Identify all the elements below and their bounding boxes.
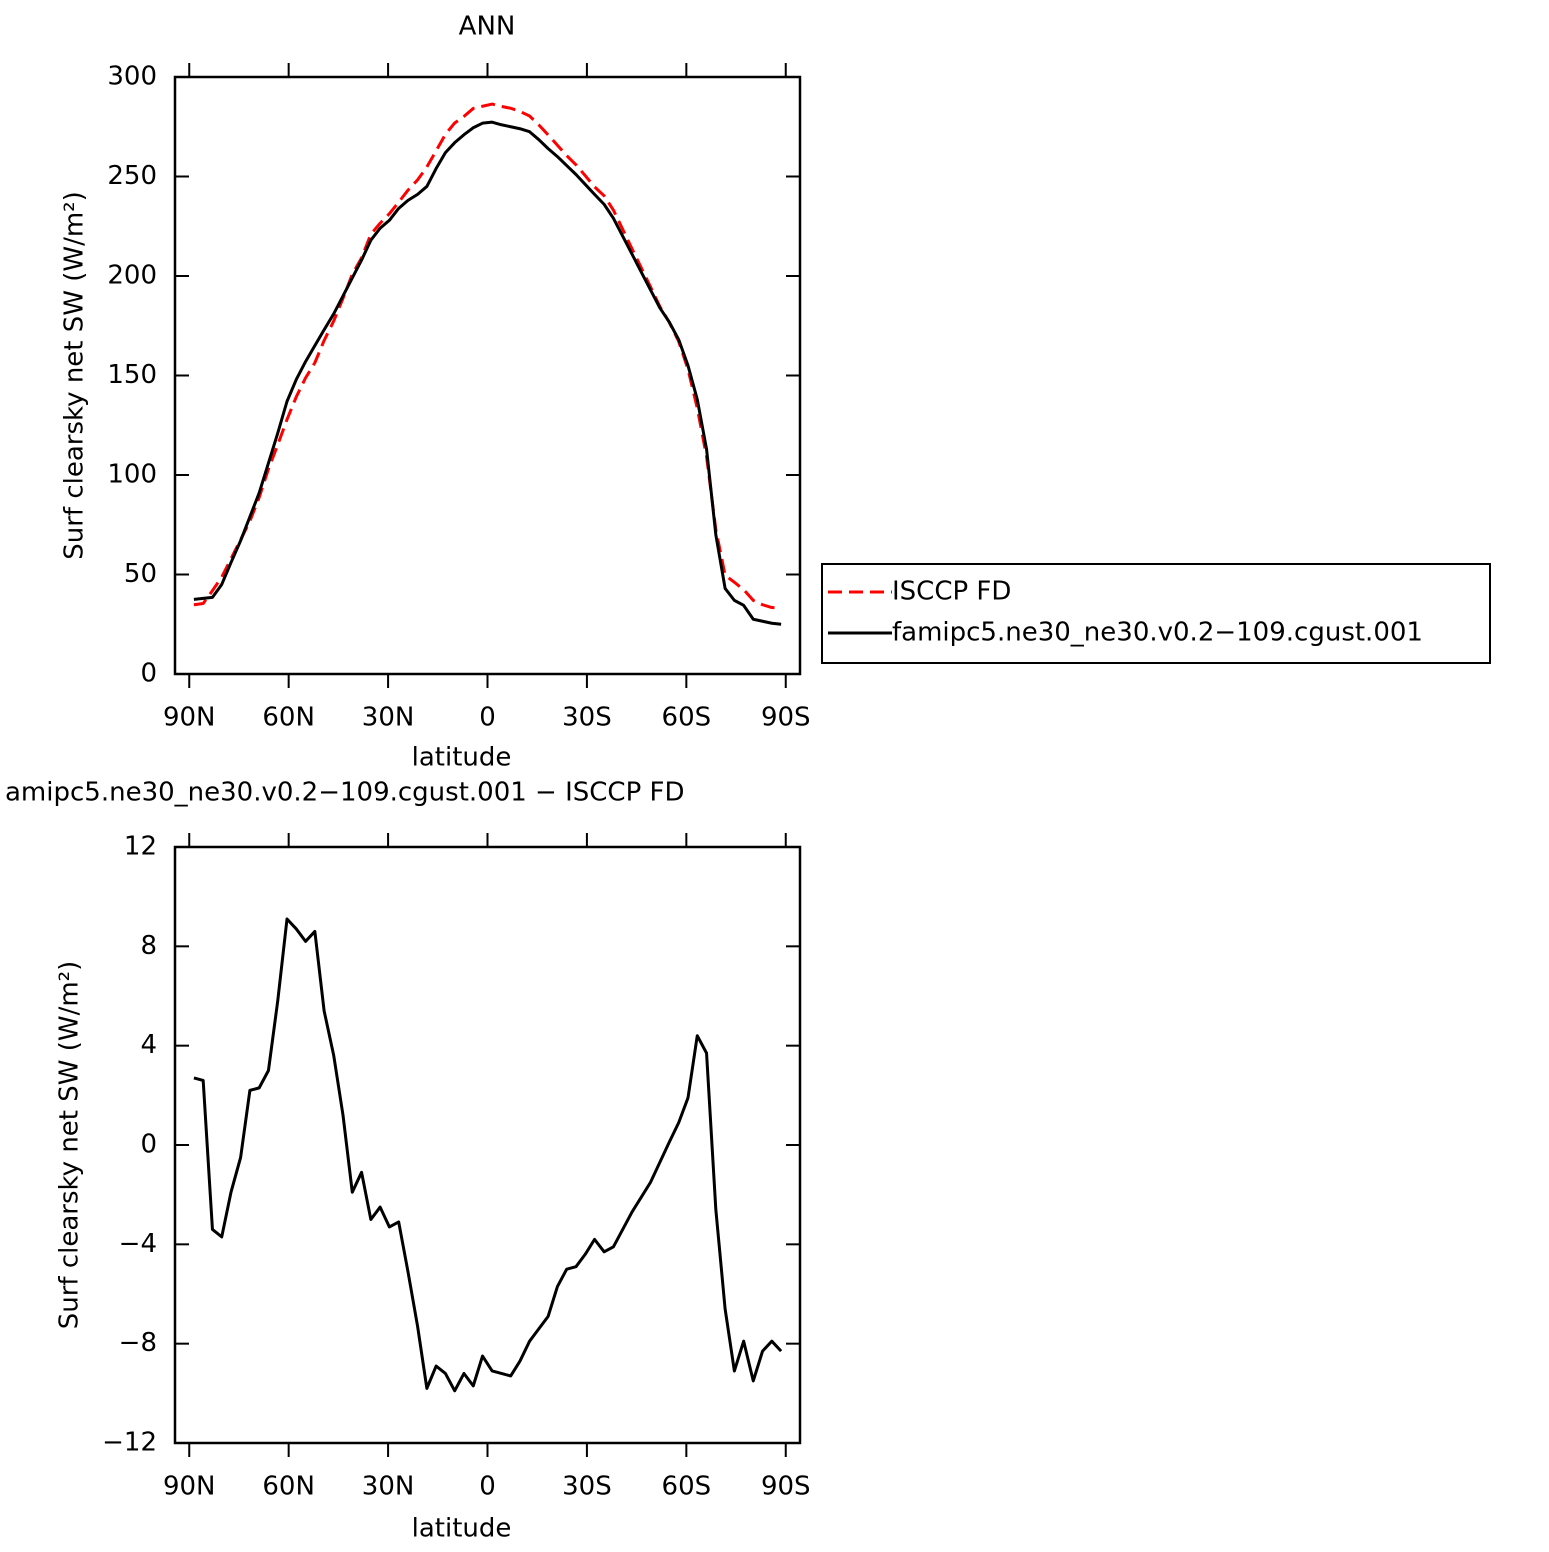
y-tick-label: −4	[119, 1229, 157, 1259]
x-tick-label: 30N	[362, 1472, 415, 1502]
y-tick-label: 4	[140, 1030, 157, 1060]
x-tick-label: 90S	[761, 703, 811, 733]
x-tick-label: 30S	[562, 703, 612, 733]
y-tick-label: 150	[107, 360, 157, 390]
x-tick-label: 60S	[662, 703, 712, 733]
y-tick-label: 12	[124, 832, 157, 862]
data-line	[193, 102, 782, 610]
plot-frame	[173, 845, 802, 1445]
x-tick-label: 90N	[163, 703, 216, 733]
legend-label: famipc5.ne30_ne30.v0.2−109.cgust.001	[892, 618, 1423, 648]
x-tick-label: 60N	[262, 1472, 315, 1502]
x-tick-label: 30S	[562, 1472, 612, 1502]
x-tick-label: 0	[479, 703, 496, 733]
plot-frame	[173, 75, 802, 676]
x-axis-label: latitude	[412, 1514, 512, 1544]
x-tick-label: 30N	[362, 703, 415, 733]
x-tick-label: 90S	[761, 1472, 811, 1502]
chart-title: amipc5.ne30_ne30.v0.2−109.cgust.001 − IS…	[5, 778, 685, 808]
y-axis-label: Surf clearsky net SW (W/m²)	[55, 961, 85, 1329]
y-axis-label: Surf clearsky net SW (W/m²)	[60, 191, 90, 559]
x-tick-label: 60N	[262, 703, 315, 733]
y-tick-label: 100	[107, 460, 157, 490]
y-tick-label: 50	[124, 559, 157, 589]
y-tick-label: −8	[119, 1328, 157, 1358]
data-line	[193, 120, 782, 626]
y-tick-label: 200	[107, 261, 157, 291]
x-axis-label: latitude	[412, 743, 512, 773]
x-tick-label: 90N	[163, 1472, 216, 1502]
chart-title: ANN	[459, 12, 516, 42]
y-tick-label: 300	[107, 62, 157, 92]
y-tick-label: 250	[107, 161, 157, 191]
data-line	[193, 917, 783, 1393]
x-tick-label: 0	[479, 1472, 496, 1502]
x-tick-label: 60S	[662, 1472, 712, 1502]
y-tick-label: −12	[102, 1428, 157, 1458]
legend-box	[821, 563, 1491, 664]
y-tick-label: 0	[140, 1130, 157, 1160]
y-tick-label: 8	[140, 931, 157, 961]
y-tick-label: 0	[140, 659, 157, 689]
legend-label: ISCCP FD	[892, 577, 1011, 607]
